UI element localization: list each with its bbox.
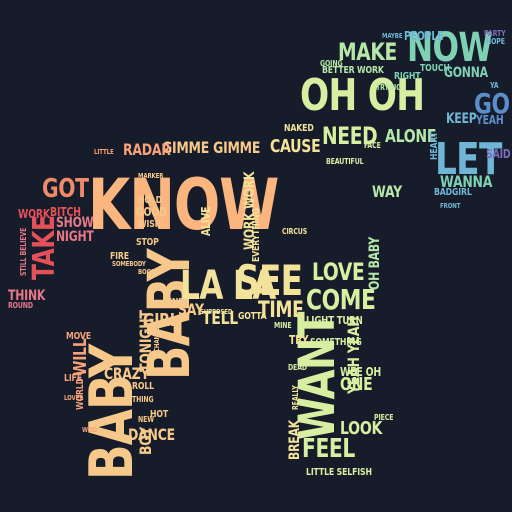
- word-time: TIME: [258, 298, 304, 323]
- word-alone: ALONE: [385, 126, 437, 147]
- word-round: ROUND: [8, 301, 33, 310]
- word-front: FRONT: [440, 202, 461, 210]
- word-need: NEED: [322, 122, 378, 150]
- word-heart: HEART: [429, 131, 440, 160]
- word-yeah-yeah: YEAH YEAH: [344, 316, 363, 394]
- word-move: MOVE: [66, 331, 91, 342]
- word-little-selfish: LITTLE SELFISH: [306, 467, 372, 478]
- word-woo: WOO: [82, 426, 97, 434]
- word-right: RIGHT: [394, 71, 421, 82]
- word-good: GOOD: [136, 205, 167, 219]
- word-roll: ROLL: [132, 381, 154, 392]
- word-tell: TELL: [202, 308, 238, 329]
- word-said: SAID: [486, 147, 511, 161]
- word-crazy: CRAZY: [104, 364, 150, 383]
- word-beautiful: BEAUTIFUL: [326, 157, 364, 166]
- word-go: GO: [474, 87, 510, 120]
- word-alive: ALIVE: [199, 206, 213, 236]
- word-dance: DANCE: [128, 425, 175, 444]
- word-thing: THING: [132, 395, 154, 404]
- word-badgirl: BADGIRL: [434, 187, 472, 198]
- word-ya: YA: [490, 81, 499, 90]
- word-now: NOW: [407, 25, 493, 71]
- word-going: GOING: [320, 59, 343, 68]
- word-mine: MINE: [274, 321, 292, 330]
- word-way: WAY: [372, 182, 402, 201]
- word-trying: TRYING: [376, 83, 402, 92]
- word-radar: RADAR: [123, 140, 171, 159]
- word-little: LITTLE: [94, 148, 114, 156]
- word-supposed: SUPPOSED: [200, 308, 233, 316]
- word-night: NIGHT: [56, 229, 94, 245]
- word-look: LOOK: [340, 418, 383, 439]
- word-love: LOVE: [312, 258, 365, 286]
- word-circus: CIRCUS: [282, 227, 308, 236]
- word-hope: HOPE: [486, 37, 505, 46]
- word-la-la: LA LA: [180, 263, 276, 309]
- word-wee-oh: WEE OH: [340, 365, 382, 379]
- word-say: SAY: [178, 300, 204, 319]
- word-fire: FIRE: [110, 251, 129, 262]
- word-gotta: GOTTA: [238, 311, 267, 322]
- word-know: KNOW: [88, 164, 279, 246]
- word-piece: PIECE: [374, 413, 394, 422]
- word-boom: BOOM: [138, 268, 157, 276]
- word-really: REALLY: [291, 385, 300, 410]
- word-oh-oh: OH OH: [300, 70, 425, 121]
- word-something: SOMETHING: [310, 337, 362, 348]
- word-hold: HOLD: [138, 195, 162, 206]
- word-people: PEOPLE: [404, 29, 444, 43]
- word-lover: LOVER: [64, 394, 84, 402]
- word-work: WORK: [18, 207, 51, 221]
- word-gonna: GONNA: [444, 65, 488, 81]
- word-will: WILL: [70, 338, 91, 376]
- word-yeah: YEAH: [476, 113, 504, 127]
- word-marker: MARKER: [138, 172, 164, 180]
- word-cause: CAUSE: [270, 136, 321, 157]
- word-somebody: SOMEBODY: [112, 260, 146, 268]
- word-everything: EVERYTHING: [251, 207, 262, 262]
- word-girl: GIRL: [143, 310, 179, 331]
- word-hot: HOT: [150, 409, 169, 420]
- word-find: FIND: [164, 297, 185, 308]
- word-think: THINK: [8, 288, 46, 304]
- word-come: COME: [306, 283, 376, 316]
- word-see: SEE: [236, 256, 303, 305]
- word-got: GOT: [42, 174, 89, 204]
- word-show: SHOW: [56, 215, 94, 231]
- word-let: LET: [435, 134, 502, 185]
- word-life: LIFE: [64, 373, 82, 384]
- word-tonight: TONIGHT: [136, 310, 155, 372]
- word-try: TRY: [289, 333, 309, 347]
- word-one: ONE: [340, 374, 373, 395]
- word-still-believe: STILL BELIEVE: [19, 227, 28, 276]
- word-dead: DEAD: [288, 363, 307, 372]
- word-stop: STOP: [136, 237, 159, 248]
- word-touch: TOUCH: [420, 63, 450, 74]
- word-break: BREAK: [287, 419, 303, 460]
- word-maybe: MAYBE: [382, 32, 403, 40]
- word-new: NEW: [138, 415, 155, 424]
- word-keep: KEEP: [446, 111, 477, 127]
- word-feel: FEEL: [302, 434, 355, 464]
- word-wish: WISH: [138, 219, 162, 230]
- word-party: PARTY: [484, 29, 506, 38]
- word-make: MAKE: [338, 38, 397, 66]
- word-oh-baby: OH BABY: [367, 236, 383, 290]
- word-face: FACE: [364, 141, 381, 150]
- word-gimme-gimme: GIMME GIMME: [162, 138, 261, 157]
- word-chance: CHANCE: [153, 327, 161, 352]
- word-bitch: BITCH: [50, 205, 81, 219]
- word-wanna: WANNA: [440, 172, 493, 191]
- word-light-turn: LIGHT TURN: [306, 314, 363, 327]
- word-naked: NAKED: [284, 123, 314, 134]
- word-better-work: BETTER WORK: [322, 65, 384, 76]
